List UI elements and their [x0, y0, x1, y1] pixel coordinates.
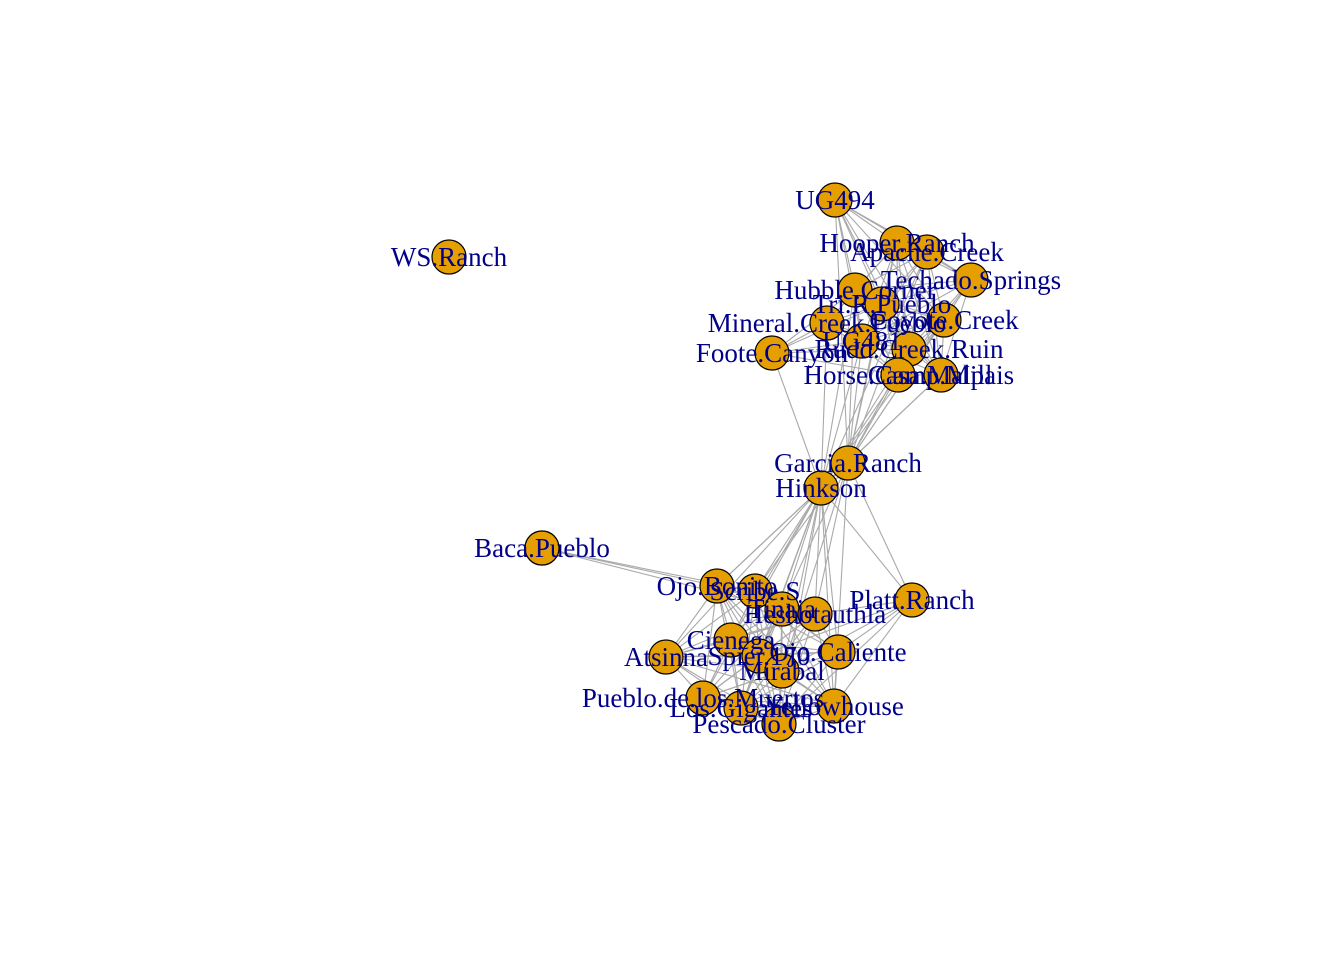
edge-hooper-ranch-rudd-creek-ruin	[896, 242, 910, 350]
edge-ug494-rudd-creek-ruin	[834, 199, 910, 350]
label-hooper-ranch: Hooper.Ranch	[819, 228, 975, 258]
edge-scribe-s-atsinna	[665, 590, 756, 658]
node-casa-malpais	[923, 357, 959, 393]
label-atsinna: Atsinna	[624, 642, 708, 672]
edge-tinaja-yellowhouse	[781, 608, 835, 707]
node-coyote-creek	[926, 302, 962, 338]
node-atsinna	[648, 639, 684, 675]
node-ug494	[817, 182, 853, 218]
node-ug481	[844, 323, 880, 359]
edge-hinkson-heshotauthla	[814, 487, 822, 615]
edge-hinkson-scribe-s	[754, 487, 822, 592]
label-pueblo-de-los-muertos: Pueblo.de.los.Muertos	[582, 683, 824, 713]
label-coyote-creek: Coyote.Creek	[869, 305, 1019, 335]
node-platt-ranch	[894, 582, 930, 618]
edge-hubble-corner-hinkson	[820, 289, 856, 489]
node-techado-springs	[953, 262, 989, 298]
edge-apache-creek-garcia-ranch	[847, 251, 928, 464]
edge-hinkson-tinaja	[781, 487, 822, 610]
node-ws-ranch	[431, 239, 467, 275]
edge-hinkson-yellowhouse	[820, 487, 835, 707]
label-techado-springs: Techado.Springs	[881, 265, 1061, 295]
label-rudd-creek-ruin: Rudd.Creek.Ruin	[815, 334, 1004, 364]
edge-hinkson-atsinna	[665, 487, 822, 658]
node-hinkson	[803, 470, 839, 506]
edge-ug494-ug481	[834, 199, 863, 342]
node-mineral-creek-pueblo	[809, 305, 845, 341]
label-apache-creek: Apache.Creek	[850, 237, 1004, 267]
node-garcia-ranch	[830, 445, 866, 481]
node-yellowhouse	[816, 688, 852, 724]
label-mineral-creek-pueblo: Mineral.Creek.Pueblo	[708, 308, 946, 338]
edge-foote-canyon-rudd-creek-ruin	[771, 348, 910, 354]
edge-mineral-creek-pueblo-hinkson	[820, 322, 828, 489]
edge-ug494-coyote-creek	[834, 199, 945, 321]
label-yellowhouse: Yellowhouse	[764, 691, 904, 721]
label-hinkson: Hinkson	[775, 473, 867, 503]
label-layer: WS.Ranch UG494 Hooper.RanchApache.CreekTec…	[391, 185, 1061, 739]
label-los-gigantes: Los.Gigantes	[669, 693, 812, 723]
label-mirabal: Mirabal	[739, 656, 824, 686]
edge-ojo-bonito-yellowhouse	[716, 585, 835, 707]
label-casa-malpais: Casa.Malpais	[868, 360, 1014, 390]
label-pescado-cluster: Pescado.Cluster	[692, 709, 865, 739]
node-pueblo-de-los-muertos	[685, 680, 721, 716]
node-layer	[431, 182, 989, 742]
edge-ug481-hinkson	[820, 340, 863, 489]
node-heshotauthla	[797, 596, 833, 632]
edge-garcia-ranch-platt-ranch	[847, 462, 913, 601]
node-scribe-s	[737, 573, 773, 609]
label-baca-pueblo: Baca.Pueblo	[474, 533, 610, 563]
label-tri-r-pueblo: Tri.R.Pueblo	[813, 289, 952, 319]
label-ojo-caliente: Ojo.Caliente	[769, 637, 906, 667]
label-platt-ranch: Platt.Ranch	[849, 585, 975, 615]
node-ojo-caliente	[820, 634, 856, 670]
edge-hinkson-ojo-bonito	[716, 487, 822, 587]
label-ojo-bonito: Ojo.Bonito	[657, 571, 778, 601]
edge-hubble-corner-garcia-ranch	[847, 289, 856, 464]
node-mirabal	[764, 653, 800, 689]
label-scribe-s: Scribe.S	[710, 576, 801, 606]
edge-foote-canyon-hinkson	[771, 352, 822, 489]
node-horse-camp-mill	[880, 357, 916, 393]
edge-platt-ranch-yellowhouse	[833, 599, 913, 707]
label-ug481: UG481	[822, 326, 902, 356]
edge-platt-ranch-spier-170	[758, 599, 913, 657]
node-foote-canyon	[754, 335, 790, 371]
edge-pueblo-de-los-muertos-yellowhouse	[702, 697, 835, 707]
label-ws-ranch: WS.Ranch	[391, 242, 508, 272]
node-tri-r-pueblo	[864, 286, 900, 322]
edge-garcia-ranch-mirabal	[781, 462, 849, 672]
label-tinaja: Tinaja	[748, 594, 816, 624]
node-cienega	[713, 622, 749, 658]
edge-platt-ranch-mirabal	[781, 599, 913, 672]
edge-foote-canyon-horse-camp-mill	[771, 352, 899, 376]
edge-atsinna-pescado-cluster	[665, 656, 780, 725]
label-cienega: Cienega	[687, 625, 775, 655]
label-spier-170: Spier.170	[708, 641, 811, 671]
edge-hinkson-cienega	[730, 487, 822, 641]
edge-hinkson-ojo-caliente	[820, 487, 839, 653]
label-horse-camp-mill: Horse.Camp.Mill	[804, 360, 993, 390]
label-foote-canyon: Foote.Canyon	[696, 338, 849, 368]
node-apache-creek	[909, 234, 945, 270]
node-box-s-hogan	[524, 530, 560, 566]
label-heshotauthla: Heshotauthla	[744, 599, 886, 629]
edge-hinkson-platt-ranch	[820, 487, 913, 601]
edge-ug494-tri-r-pueblo	[834, 199, 883, 305]
node-pescado-cluster	[761, 706, 797, 742]
label-hubble-corner: Hubble.Corner	[774, 275, 935, 305]
label-ug494: UG494	[795, 185, 875, 215]
edge-garcia-ranch-heshotauthla	[814, 462, 849, 615]
node-los-gigantes	[723, 690, 759, 726]
label-garcia-ranch: Garcia.Ranch	[774, 448, 922, 478]
edge-ojo-bonito-pueblo-de-los-muertos	[702, 585, 718, 699]
node-ojo-bonito	[699, 568, 735, 604]
